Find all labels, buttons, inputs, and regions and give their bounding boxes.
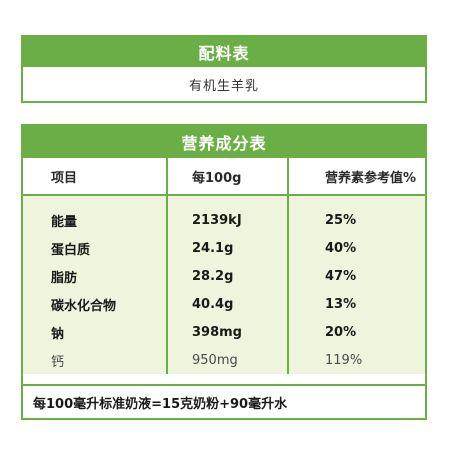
nutrition-title: 营养成分表: [23, 126, 425, 158]
row-nrv: 13%: [287, 290, 425, 318]
row-item: 碳水化合物: [51, 298, 117, 314]
row-per100g: 398mg: [166, 318, 287, 346]
row-per100g: 40.4g: [166, 290, 287, 318]
table-row: 脂肪 28.2g 47%: [23, 262, 425, 290]
row-item: 脂肪: [51, 270, 78, 286]
row-nrv: 25%: [287, 206, 425, 234]
row-nrv: 119%: [287, 346, 425, 374]
row-per100g: 950mg: [166, 346, 287, 374]
table-row: 碳水化合物 40.4g 13%: [23, 290, 425, 318]
reconstitution-note: 每100毫升标准奶液=15克奶粉+90毫升水: [23, 384, 425, 418]
row-item: 钠: [51, 326, 65, 342]
row-nrv: 40%: [287, 234, 425, 262]
nutrition-table: 营养成分表 项目 每100g 营养素参考值% 能量 2139kJ 25% 蛋白质…: [21, 124, 427, 420]
row-nrv: 20%: [287, 318, 425, 346]
table-row: 钙 950mg 119%: [23, 346, 425, 374]
column-header-per100g: 每100g: [166, 158, 287, 194]
table-row: 能量 2139kJ 25%: [23, 206, 425, 234]
table-row: 钠 398mg 20%: [23, 318, 425, 346]
column-header-nrv: 营养素参考值%: [287, 158, 425, 194]
rows-top-spacer: [23, 196, 425, 206]
ingredients-title: 配料表: [23, 37, 425, 67]
row-item: 能量: [51, 214, 78, 230]
nutrition-rows: 能量 2139kJ 25% 蛋白质 24.1g 40% 脂肪 28.2g 47%…: [23, 196, 425, 374]
table-row: 蛋白质 24.1g 40%: [23, 234, 425, 262]
row-per100g: 24.1g: [166, 234, 287, 262]
row-nrv: 47%: [287, 262, 425, 290]
column-header-row: 项目 每100g 营养素参考值%: [23, 158, 425, 196]
column-header-item: 项目: [51, 170, 78, 186]
ingredients-content: 有机生羊乳: [188, 78, 259, 94]
ingredients-box: 配料表 有机生羊乳: [21, 35, 427, 103]
row-item: 钙: [51, 354, 65, 370]
row-per100g: 2139kJ: [166, 206, 287, 234]
row-per100g: 28.2g: [166, 262, 287, 290]
row-item: 蛋白质: [51, 242, 91, 258]
